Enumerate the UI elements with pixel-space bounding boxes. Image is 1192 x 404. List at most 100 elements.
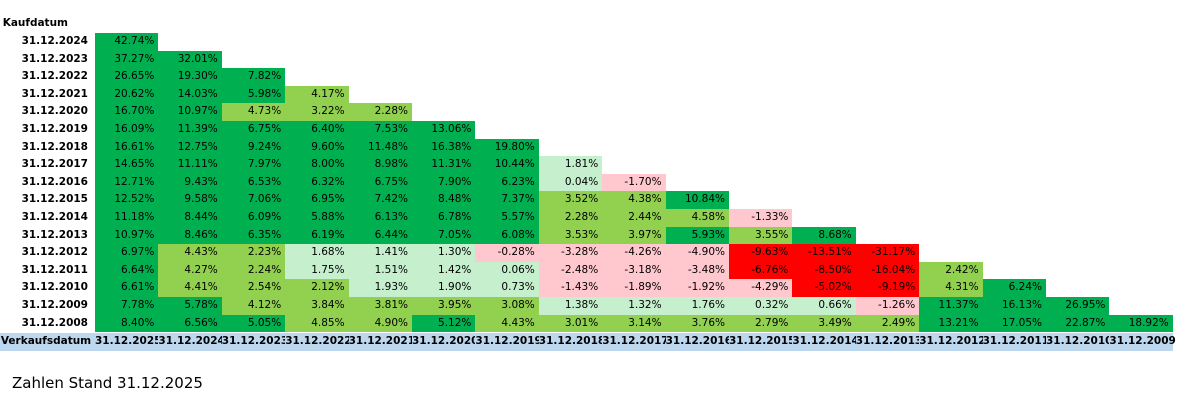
row-label: 31.12.2018 xyxy=(21,140,88,153)
column-label: 31.12.2024 xyxy=(158,333,225,351)
return-cell: 3.22% xyxy=(285,103,349,121)
return-cell: 5.88% xyxy=(285,209,349,227)
return-cell: -4.26% xyxy=(602,244,666,262)
return-cell: 3.01% xyxy=(538,314,603,333)
column-label: 31.12.2025 xyxy=(95,333,161,351)
return-cell: 6.32% xyxy=(285,173,349,192)
row-label: 31.12.2008 xyxy=(21,316,88,329)
return-cell: 8.48% xyxy=(412,191,476,209)
return-cell: 1.75% xyxy=(285,261,349,280)
return-cell: -3.18% xyxy=(602,261,666,280)
return-cell: 6.09% xyxy=(221,209,286,227)
column-label: 31.12.2009 xyxy=(1109,333,1176,351)
return-cell: 1.42% xyxy=(412,261,476,280)
return-cell: 11.18% xyxy=(95,209,159,227)
return-cell: 7.42% xyxy=(348,191,412,209)
return-cell: 16.38% xyxy=(412,138,476,157)
return-cell: 19.30% xyxy=(158,68,222,86)
column-label: 31.12.2023 xyxy=(221,333,288,351)
row-label: 31.12.2015 xyxy=(21,193,88,206)
return-cell: 3.81% xyxy=(348,297,412,315)
return-cell: 6.95% xyxy=(285,191,349,209)
return-cell: 3.08% xyxy=(475,297,539,315)
return-cell: -16.04% xyxy=(855,261,920,280)
return-cell: -0.28% xyxy=(475,244,539,262)
return-cell: 6.97% xyxy=(95,244,159,262)
return-cell: 5.12% xyxy=(412,314,476,333)
return-cell: 32.01% xyxy=(158,50,222,69)
return-cell: 11.11% xyxy=(158,156,222,174)
return-cell: 26.95% xyxy=(1046,297,1110,315)
return-cell: 6.35% xyxy=(221,226,286,245)
return-cell: 20.62% xyxy=(95,85,159,104)
return-cell: 8.00% xyxy=(285,156,349,174)
return-cell: -1.33% xyxy=(729,209,793,227)
return-cell: 7.06% xyxy=(221,191,286,209)
return-cell: 2.23% xyxy=(221,244,286,262)
return-cell: 2.54% xyxy=(221,279,286,297)
return-cell: 5.57% xyxy=(475,209,539,227)
return-cell: -4.90% xyxy=(665,244,729,262)
return-cell: 6.75% xyxy=(348,173,412,192)
column-label: 31.12.2014 xyxy=(792,333,859,351)
return-cell: 22.87% xyxy=(1046,314,1110,333)
return-cell: 2.28% xyxy=(538,209,603,227)
return-cell: 11.39% xyxy=(158,121,222,139)
return-cell: -5.02% xyxy=(792,279,856,297)
return-cell: 2.12% xyxy=(285,279,349,297)
return-cell: -3.48% xyxy=(665,261,729,280)
return-cell: 6.40% xyxy=(285,121,349,139)
return-cell: 11.37% xyxy=(919,297,983,315)
return-cell: -1.43% xyxy=(538,279,603,297)
return-cell: 16.61% xyxy=(95,138,159,157)
return-cell: 10.44% xyxy=(475,156,539,174)
return-cell: -13.51% xyxy=(792,244,856,262)
row-label: 31.12.2017 xyxy=(21,158,88,171)
column-label: 31.12.2011 xyxy=(982,333,1049,351)
return-cell: 6.75% xyxy=(221,121,286,139)
return-cell: 5.78% xyxy=(158,297,222,315)
row-header: Kaufdatum xyxy=(2,17,68,30)
row-label: 31.12.2011 xyxy=(21,263,88,276)
return-cell: 5.93% xyxy=(665,226,729,245)
return-cell: 8.44% xyxy=(158,209,222,227)
return-cell: -1.92% xyxy=(665,279,729,297)
return-cell: -3.28% xyxy=(538,244,603,262)
column-header: Verkaufsdatum xyxy=(0,333,92,351)
return-cell: 4.12% xyxy=(221,297,286,315)
return-cell: -8.50% xyxy=(792,261,856,280)
return-cell: -2.48% xyxy=(538,261,603,280)
return-cell: 10.97% xyxy=(95,226,159,245)
return-cell: 6.19% xyxy=(285,226,349,245)
return-cell: 6.61% xyxy=(95,279,159,297)
return-cell: 26.65% xyxy=(95,68,159,86)
return-cell: 12.52% xyxy=(95,191,159,209)
return-cell: 6.64% xyxy=(95,261,159,280)
return-cell: 4.85% xyxy=(285,314,349,333)
return-cell: 2.24% xyxy=(221,261,286,280)
column-label: 31.12.2012 xyxy=(919,333,986,351)
row-label: 31.12.2020 xyxy=(21,105,88,118)
return-cell: 4.38% xyxy=(602,191,666,209)
return-cell: -9.19% xyxy=(855,279,920,297)
return-cell: 3.52% xyxy=(538,191,603,209)
return-cell: 6.13% xyxy=(348,209,412,227)
return-cell: 6.23% xyxy=(475,173,539,192)
return-cell: -1.89% xyxy=(602,279,666,297)
column-label: 31.12.2017 xyxy=(602,333,669,351)
return-cell: 8.98% xyxy=(348,156,412,174)
return-cell: 13.21% xyxy=(919,314,983,333)
return-cell: 14.65% xyxy=(95,156,159,174)
return-cell: 12.71% xyxy=(95,173,159,192)
return-cell: 4.58% xyxy=(665,209,729,227)
return-cell: 1.41% xyxy=(348,244,412,262)
return-cell: -1.26% xyxy=(855,297,920,315)
row-label: 31.12.2019 xyxy=(21,123,88,135)
return-cell: 14.03% xyxy=(158,85,222,104)
return-cell: 6.24% xyxy=(982,279,1046,297)
return-cell: 12.75% xyxy=(158,138,222,157)
return-cell: -1.70% xyxy=(602,173,666,192)
return-cell: 4.43% xyxy=(158,244,222,262)
return-cell: 3.49% xyxy=(792,314,856,333)
